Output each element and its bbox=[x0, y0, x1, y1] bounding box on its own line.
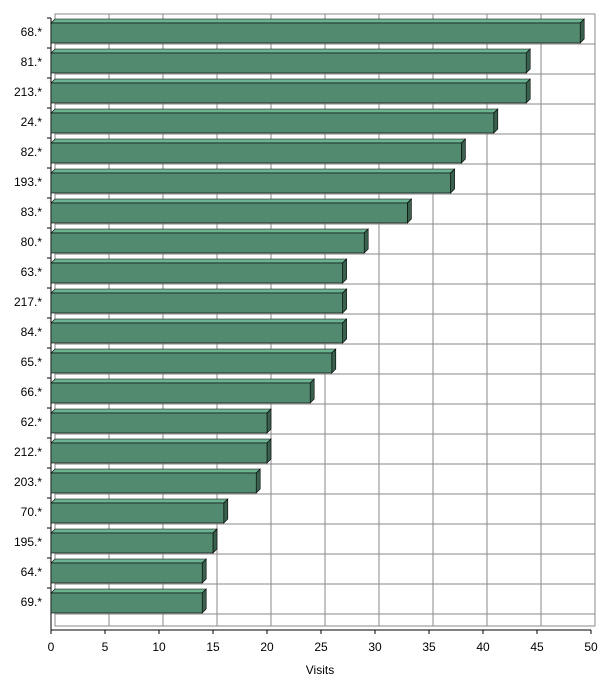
x-tick-label: 10 bbox=[152, 640, 166, 654]
bar-side bbox=[266, 408, 272, 434]
x-tick-label: 40 bbox=[476, 640, 490, 654]
bar-top bbox=[50, 468, 261, 474]
y-tick-label: 83.* bbox=[21, 205, 43, 219]
bar-side bbox=[201, 558, 207, 584]
bar bbox=[50, 262, 343, 284]
x-tick-label: 35 bbox=[422, 640, 436, 654]
bar bbox=[50, 532, 214, 554]
bar bbox=[50, 412, 268, 434]
bar bbox=[50, 382, 311, 404]
y-tick-label: 81.* bbox=[21, 55, 43, 69]
bar-top bbox=[50, 78, 531, 84]
bar bbox=[50, 112, 495, 134]
bar-top bbox=[50, 588, 207, 594]
y-tick-label: 203.* bbox=[14, 475, 42, 489]
bar-side bbox=[342, 318, 347, 344]
bar bbox=[50, 82, 527, 104]
bar-top bbox=[50, 18, 585, 24]
y-tick-label: 62.* bbox=[21, 415, 43, 429]
bar-side bbox=[212, 528, 218, 554]
bar bbox=[50, 292, 343, 314]
y-tick-label: 69.* bbox=[21, 595, 43, 609]
bar-top bbox=[50, 168, 456, 174]
bar-side bbox=[493, 108, 499, 134]
bar-top bbox=[50, 318, 348, 324]
x-tick-label: 0 bbox=[48, 640, 55, 654]
y-tick-label: 80.* bbox=[21, 235, 43, 249]
bar-top bbox=[50, 108, 499, 114]
y-tick-label: 68.* bbox=[21, 25, 43, 39]
y-tick-label: 195.* bbox=[14, 535, 42, 549]
y-tick-label: 64.* bbox=[21, 565, 43, 579]
y-tick-label: 66.* bbox=[21, 385, 43, 399]
x-tick-label: 5 bbox=[102, 640, 109, 654]
bar bbox=[50, 142, 462, 164]
x-tick-label: 50 bbox=[584, 640, 598, 654]
bar bbox=[50, 562, 203, 584]
bar bbox=[50, 172, 451, 194]
bar bbox=[50, 322, 343, 344]
bar-side bbox=[363, 228, 369, 254]
bar-side bbox=[201, 588, 207, 614]
y-tick-label: 63.* bbox=[21, 265, 43, 279]
bar bbox=[50, 52, 527, 74]
bar-top bbox=[50, 378, 315, 384]
bar-top bbox=[50, 558, 207, 564]
bar-side bbox=[309, 378, 315, 404]
bar-top bbox=[50, 528, 218, 534]
bar bbox=[50, 202, 408, 224]
x-tick-label: 15 bbox=[206, 640, 220, 654]
y-tick-label: 212.* bbox=[14, 445, 42, 459]
y-tick-label: 82.* bbox=[21, 145, 43, 159]
bar-top bbox=[50, 228, 369, 234]
bar-side bbox=[266, 438, 272, 464]
y-tick-label: 217.* bbox=[14, 295, 42, 309]
bar bbox=[50, 22, 581, 44]
bar-top bbox=[50, 138, 467, 144]
bar bbox=[50, 592, 203, 614]
bar-top bbox=[50, 258, 348, 264]
bar-side bbox=[407, 198, 412, 224]
bar-top bbox=[50, 198, 413, 204]
x-axis-label: Visits bbox=[306, 663, 334, 677]
y-tick-label: 70.* bbox=[21, 505, 43, 519]
y-tick-label: 24.* bbox=[21, 115, 43, 129]
y-tick-label: 84.* bbox=[21, 325, 43, 339]
x-tick-label: 30 bbox=[368, 640, 382, 654]
bar bbox=[50, 352, 333, 374]
bar-top bbox=[50, 348, 337, 354]
bar-side bbox=[525, 78, 531, 104]
bar-side bbox=[342, 258, 347, 284]
x-tick-label: 45 bbox=[530, 640, 544, 654]
bar-top bbox=[50, 408, 272, 414]
bar bbox=[50, 472, 257, 494]
bar-side bbox=[579, 18, 585, 44]
bar bbox=[50, 232, 365, 254]
bar-side bbox=[461, 138, 466, 164]
bar-top bbox=[50, 288, 348, 294]
y-tick-label: 65.* bbox=[21, 355, 43, 369]
x-tick-label: 25 bbox=[314, 640, 328, 654]
bar-side bbox=[255, 468, 261, 494]
y-tick-label: 213.* bbox=[14, 85, 42, 99]
bar-side bbox=[223, 498, 229, 524]
y-tick-label: 193.* bbox=[14, 175, 42, 189]
bar-side bbox=[525, 48, 531, 74]
bar-side bbox=[342, 288, 347, 314]
bar-top bbox=[50, 438, 272, 444]
bar-top bbox=[50, 48, 531, 54]
bar-top bbox=[50, 498, 229, 504]
bar bbox=[50, 442, 268, 464]
bar bbox=[50, 502, 225, 524]
bar-side bbox=[331, 348, 337, 374]
bar-side bbox=[450, 168, 455, 194]
x-tick-label: 20 bbox=[260, 640, 274, 654]
